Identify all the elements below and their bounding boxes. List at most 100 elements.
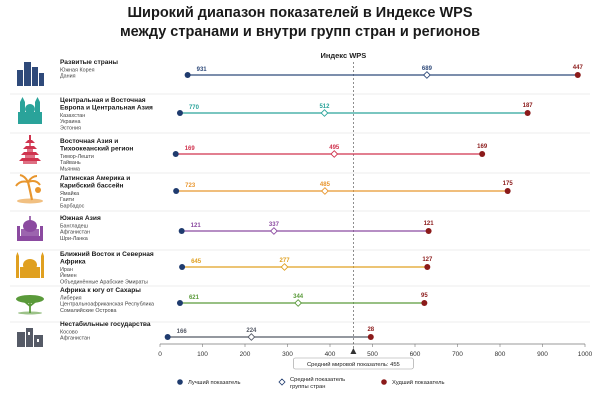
average-point	[294, 299, 303, 307]
best-label: 770	[189, 105, 200, 111]
group-name: Южная Азия	[60, 215, 101, 222]
worst-label: 121	[424, 221, 435, 227]
group-name: Нестабильные государства	[60, 320, 151, 328]
worst-label: 175	[503, 181, 514, 187]
country-name: Йемен	[60, 271, 77, 279]
worst-label: 169	[477, 144, 488, 150]
worst-point	[424, 264, 431, 270]
worst-label: 28	[367, 327, 374, 333]
x-tick-label: 700	[452, 351, 463, 358]
group-row: Нестабильные государства КосовоАфганистан…	[60, 320, 375, 342]
best-label: 723	[185, 183, 196, 189]
x-tick-label: 600	[410, 351, 421, 358]
palm-icon	[15, 174, 43, 204]
worst-point	[367, 334, 374, 340]
legend-average-label: группы стран	[290, 384, 325, 390]
worst-point	[504, 188, 511, 194]
group-name: Латинская Америка и	[60, 175, 130, 182]
worst-label: 447	[573, 65, 584, 71]
x-tick-label: 0	[158, 351, 162, 358]
x-tick-label: 800	[495, 351, 506, 358]
worst-label: 127	[422, 257, 433, 263]
worst-point	[421, 300, 428, 306]
country-name: Либерия	[60, 296, 82, 302]
average-point	[330, 150, 339, 158]
country-name: Тайвань	[60, 159, 81, 166]
best-point	[179, 264, 186, 270]
chart-title-line2: между странами и внутри групп стран и ре…	[119, 24, 481, 40]
average-label: 277	[280, 258, 291, 264]
average-point	[422, 71, 431, 79]
best-label: 169	[185, 146, 196, 152]
best-label: 645	[191, 259, 202, 265]
worst-point	[524, 110, 531, 116]
average-label: 689	[422, 66, 433, 72]
cathedral-icon	[18, 97, 42, 124]
average-label: 512	[319, 104, 330, 110]
country-name: Барбадос	[60, 203, 85, 209]
country-name: Дания	[60, 74, 76, 80]
group-row: Ближний Восток и СевернаяАфрикаИранЙемен…	[60, 250, 433, 285]
mosque-icon	[16, 252, 44, 278]
legend: Лучший показатель Средний показательгрупп…	[177, 376, 445, 390]
country-name: Сомалийские Острова	[60, 307, 116, 314]
average-point	[280, 263, 289, 271]
country-name: Мьянма	[60, 166, 80, 172]
legend-best-label: Лучший показатель	[188, 379, 241, 386]
best-label: 166	[177, 329, 188, 335]
country-name: Украина	[60, 119, 81, 125]
country-name: Бангладеш	[60, 224, 88, 230]
country-name: Тимор-Лешти	[60, 154, 94, 160]
pagoda-icon	[19, 135, 41, 164]
worst-point	[574, 72, 581, 78]
group-name: Развитые страны	[60, 59, 118, 66]
worst-point	[425, 228, 432, 234]
country-name: Афганистан	[60, 230, 90, 236]
best-label: 621	[189, 295, 200, 301]
group-name: Европа и Центральная Азия	[60, 105, 153, 112]
country-name: Косово	[60, 330, 78, 336]
average-label: 344	[293, 294, 304, 300]
worst-label: 95	[421, 293, 428, 299]
country-name: Объединённые Арабские Эмираты	[60, 279, 148, 285]
best-point	[184, 72, 191, 78]
x-tick-label: 1000	[578, 351, 593, 358]
skyscrapers-icon	[17, 62, 44, 86]
average-point	[269, 227, 278, 235]
best-label: 931	[197, 67, 208, 73]
country-name: Ямайка	[60, 190, 79, 197]
country-name: Казахстан	[60, 113, 85, 119]
country-name: Гаити	[60, 197, 74, 203]
average-label: 337	[269, 222, 280, 228]
best-point	[164, 334, 171, 340]
group-row: Африка к югу от Сахары ЛиберияЦентральноа…	[60, 287, 428, 314]
country-name: Южная Корея	[60, 68, 95, 74]
x-tick-label: 900	[537, 351, 548, 358]
x-tick-label: 300	[282, 351, 293, 358]
temple-icon	[17, 216, 43, 241]
chart-title: Широкий диапазон показателей в Индексе W…	[0, 4, 600, 42]
x-tick-label: 200	[240, 351, 251, 358]
worst-point	[479, 151, 486, 157]
average-point	[320, 187, 329, 195]
legend-average-label: Средний показатель	[290, 376, 345, 383]
best-point	[172, 151, 179, 157]
average-point	[320, 109, 329, 117]
average-label: 485	[320, 182, 331, 188]
world-average-label: Средний мировой показатель: 455	[307, 361, 400, 368]
average-label: 224	[246, 328, 257, 334]
best-point	[176, 110, 183, 116]
country-name: Иран	[60, 267, 73, 273]
group-name: Африка	[60, 259, 86, 266]
legend-worst-marker	[381, 379, 387, 385]
world-average-box	[293, 357, 414, 370]
axis-title: Индекс WPS	[320, 51, 366, 60]
group-name: Карибский бассейн	[60, 182, 124, 190]
acacia-icon	[16, 295, 44, 315]
